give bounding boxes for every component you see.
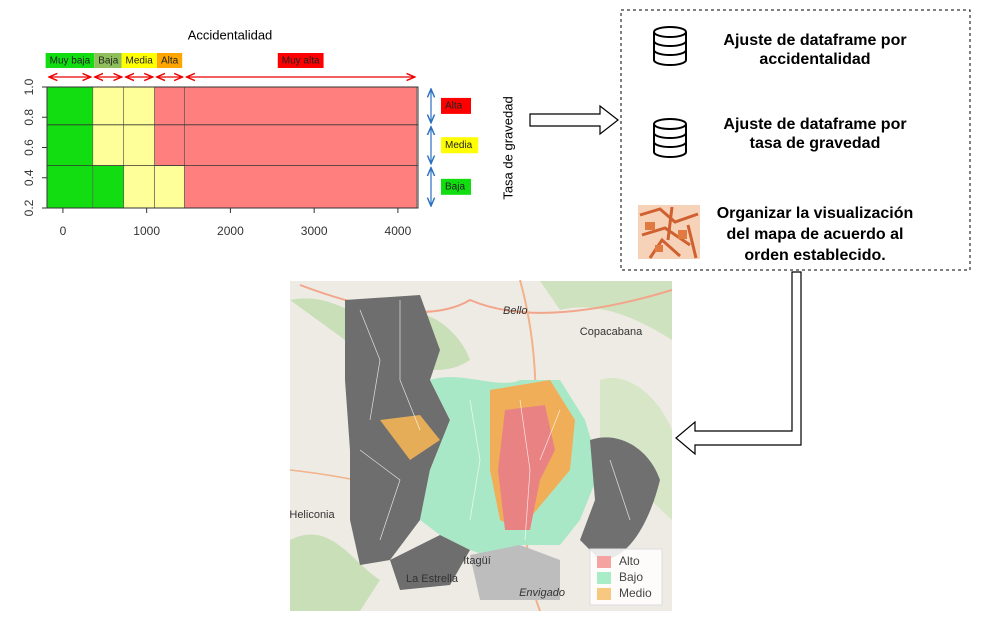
mosaic-cell bbox=[92, 165, 125, 209]
legend-swatch bbox=[597, 572, 611, 584]
place-label: La Estrella bbox=[406, 573, 459, 585]
steps-box bbox=[620, 9, 971, 271]
mosaic-cell bbox=[46, 86, 94, 209]
y-tick-label: 1.0 bbox=[22, 78, 36, 95]
band-label: Baja bbox=[98, 56, 118, 67]
mosaic-cell bbox=[184, 86, 418, 209]
flow-arrow bbox=[529, 104, 619, 136]
step-line: accidentalidad bbox=[759, 51, 870, 68]
map: Bello Copacabana Heliconia Itagüí La Est… bbox=[289, 279, 673, 612]
legend-swatch bbox=[597, 556, 611, 568]
band-box bbox=[45, 53, 95, 68]
y-axis-label: Tasa de gravedad bbox=[500, 96, 515, 199]
x-tick-label: 2000 bbox=[217, 224, 244, 238]
band-box bbox=[121, 53, 157, 68]
y-tick-label: 0.4 bbox=[22, 169, 36, 186]
x-tick-label: 1000 bbox=[133, 224, 160, 238]
legend-label: Alto bbox=[619, 554, 640, 568]
level-box bbox=[441, 178, 472, 195]
level-box bbox=[441, 137, 479, 154]
mosaic-cell bbox=[154, 165, 185, 209]
y-tick-label: 0.6 bbox=[22, 139, 36, 156]
place-label: Bello bbox=[503, 305, 527, 317]
map-icon bbox=[638, 205, 700, 259]
mosaic-cell bbox=[92, 86, 125, 166]
level-label: Media bbox=[445, 140, 473, 151]
chart-title: Accidentalidad bbox=[188, 27, 273, 42]
level-label: Baja bbox=[445, 181, 465, 192]
band-label: Media bbox=[126, 56, 154, 67]
step-line: Organizar la visualización bbox=[717, 205, 914, 222]
y-tick-label: 0.2 bbox=[22, 199, 36, 216]
mosaic-cell bbox=[154, 86, 185, 166]
mosaic-cell bbox=[123, 86, 155, 209]
legend-swatch bbox=[597, 588, 611, 600]
place-label: Copacabana bbox=[580, 326, 643, 338]
legend-label: Medio bbox=[619, 586, 652, 600]
step-text: Ajuste de dataframe por accidentalidad A… bbox=[717, 32, 914, 264]
band-label: Muy baja bbox=[50, 56, 91, 67]
step-line: tasa de gravedad bbox=[750, 135, 881, 152]
place-label: Heliconia bbox=[289, 509, 335, 521]
place-label: Itagüí bbox=[463, 555, 491, 567]
step-line: orden establecido. bbox=[744, 247, 885, 264]
band-label: Alta bbox=[161, 56, 179, 67]
x-tick-label: 4000 bbox=[385, 224, 412, 238]
x-tick-label: 0 bbox=[60, 224, 67, 238]
x-tick-label: 3000 bbox=[301, 224, 328, 238]
band-box bbox=[156, 53, 183, 68]
database-icon bbox=[653, 118, 687, 158]
place-label: Envigado bbox=[519, 587, 565, 599]
flow-arrow bbox=[675, 271, 802, 456]
mosaic-chart: Accidentalidad Tasa de gravedad 0 1000 200… bbox=[22, 27, 515, 238]
step-line: del mapa de acuerdo al bbox=[727, 226, 904, 243]
band-box bbox=[277, 53, 324, 68]
y-tick-label: 0.8 bbox=[22, 109, 36, 126]
level-box bbox=[441, 97, 471, 114]
band-label: Muy alta bbox=[282, 56, 320, 67]
legend-label: Bajo bbox=[619, 570, 643, 584]
band-box bbox=[94, 53, 123, 68]
level-label: Alta bbox=[445, 101, 463, 112]
database-icon bbox=[653, 26, 687, 66]
step-line: Ajuste de dataframe por bbox=[723, 32, 906, 49]
step-line: Ajuste de dataframe por bbox=[723, 116, 906, 133]
